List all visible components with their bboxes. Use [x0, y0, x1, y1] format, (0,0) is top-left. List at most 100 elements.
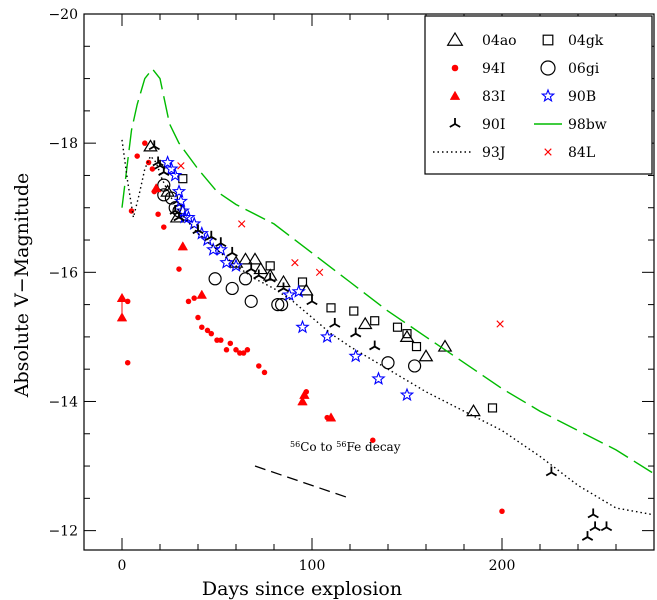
point-90I-stroke: [169, 210, 176, 215]
y-tick-label: −16: [48, 265, 78, 281]
point-90B-shape: [171, 184, 187, 198]
point-94I-shape: [124, 298, 131, 305]
y-axis-label: Absolute V−Magnitude: [11, 173, 33, 398]
point-90I: [277, 282, 290, 293]
point-83I-shape: [297, 396, 308, 406]
legend-label-93J: 93J: [482, 145, 505, 161]
point-90I: [350, 327, 362, 338]
point-90I: [215, 237, 227, 248]
legend-label-90B: 90B: [568, 89, 596, 105]
point-90I-stroke: [306, 300, 313, 306]
point-04ao: [399, 329, 415, 342]
point-94I: [370, 437, 376, 443]
point-84L: [496, 320, 504, 328]
point-90I-stroke: [283, 287, 290, 293]
point-94I-shape: [195, 314, 201, 321]
point-94I-shape: [134, 153, 140, 159]
point-90I-stroke: [581, 536, 588, 541]
point-04gk-shape: [326, 303, 336, 313]
point-90B: [181, 209, 196, 224]
plot-series: 56Co to 56Fe decay: [116, 67, 653, 541]
point-90I-stroke: [205, 236, 212, 241]
point-90B-shape: [348, 348, 363, 363]
series-04gk: [178, 174, 498, 413]
series-90I: [148, 140, 613, 541]
point-90I: [369, 340, 381, 351]
point-94I: [195, 314, 201, 321]
decay-line: [254, 465, 351, 499]
point-83I-shape: [196, 289, 208, 299]
decay-label: 56Co to 56Fe decay: [290, 440, 401, 454]
point-94I-shape: [208, 330, 215, 337]
point-94I-shape: [145, 159, 152, 166]
point-04gk: [178, 174, 188, 184]
point-90B-shape: [167, 167, 183, 182]
point-90B-shape: [186, 216, 202, 230]
point-90I: [306, 295, 318, 306]
point-94I-shape: [199, 324, 205, 330]
legend-label-83I: 83I: [482, 89, 505, 105]
point-90I-stroke: [153, 145, 160, 151]
point-94I: [149, 166, 156, 172]
point-04ao: [262, 268, 278, 281]
point-90I-stroke: [173, 216, 180, 222]
point-90B: [371, 371, 386, 385]
point-04ao: [228, 255, 244, 268]
point-04ao-shape: [238, 252, 253, 265]
point-04ao: [466, 403, 481, 417]
decay-annotation: 56Co to 56Fe decay: [254, 440, 401, 499]
point-04ao-shape: [418, 349, 434, 362]
point-90I-stroke: [158, 171, 165, 176]
point-04gk-shape: [178, 174, 188, 184]
point-06gi-shape: [225, 281, 239, 296]
point-90B-shape: [181, 209, 196, 224]
point-94I: [208, 330, 215, 337]
point-83I: [196, 289, 208, 299]
point-90I-stroke: [163, 171, 170, 176]
point-90I-stroke: [355, 332, 362, 338]
point-94I: [218, 337, 224, 343]
point-90I-stroke: [550, 471, 558, 477]
point-84L-stroke: [496, 320, 504, 328]
point-90I-stroke: [592, 513, 599, 519]
y-tick-label: −18: [48, 136, 78, 152]
point-04gk-shape: [411, 341, 422, 352]
point-06gi: [408, 359, 422, 373]
point-90B-shape: [399, 387, 415, 402]
point-04gk-shape: [402, 329, 412, 339]
legend-swatch-83I-shape: [449, 90, 461, 100]
y-tick-label: −14: [48, 394, 78, 410]
point-94I: [244, 347, 251, 353]
legend-label-94I: 94I: [482, 61, 505, 77]
point-04ao: [253, 261, 269, 275]
point-06gi: [225, 281, 239, 296]
legend-item-84L: 84L: [544, 145, 595, 161]
point-94I-shape: [218, 337, 224, 343]
legend-item-83I: 83I: [449, 89, 505, 105]
point-90I: [264, 272, 276, 283]
point-06gi-shape: [408, 359, 422, 373]
point-90I-stroke: [269, 277, 276, 283]
legend-swatch-90I: [449, 118, 461, 128]
point-06gi-shape: [275, 298, 289, 312]
point-94I-shape: [191, 295, 197, 301]
point-94I: [261, 369, 268, 376]
point-90B-shape: [371, 371, 386, 385]
legend-swatch-83I: [449, 90, 461, 100]
point-06gi-shape: [238, 272, 253, 286]
point-90B: [399, 387, 415, 402]
point-94I: [128, 208, 135, 214]
point-90B-shape: [219, 255, 234, 269]
point-90I-stroke: [374, 345, 381, 351]
point-06gi-shape: [157, 178, 171, 192]
legend-swatch-90B-shape: [540, 88, 556, 103]
legend-swatch-84L: [544, 148, 552, 156]
legend-item-90B: 90B: [540, 88, 596, 105]
legend-swatch-94I: [451, 64, 459, 72]
point-04ao-shape: [247, 252, 263, 265]
series-83I: [116, 183, 337, 422]
point-83I-shape: [325, 412, 337, 422]
y-tick-label: −20: [48, 7, 78, 23]
point-90I-stroke: [589, 526, 596, 532]
legend-swatch-84L-stroke: [544, 148, 552, 156]
